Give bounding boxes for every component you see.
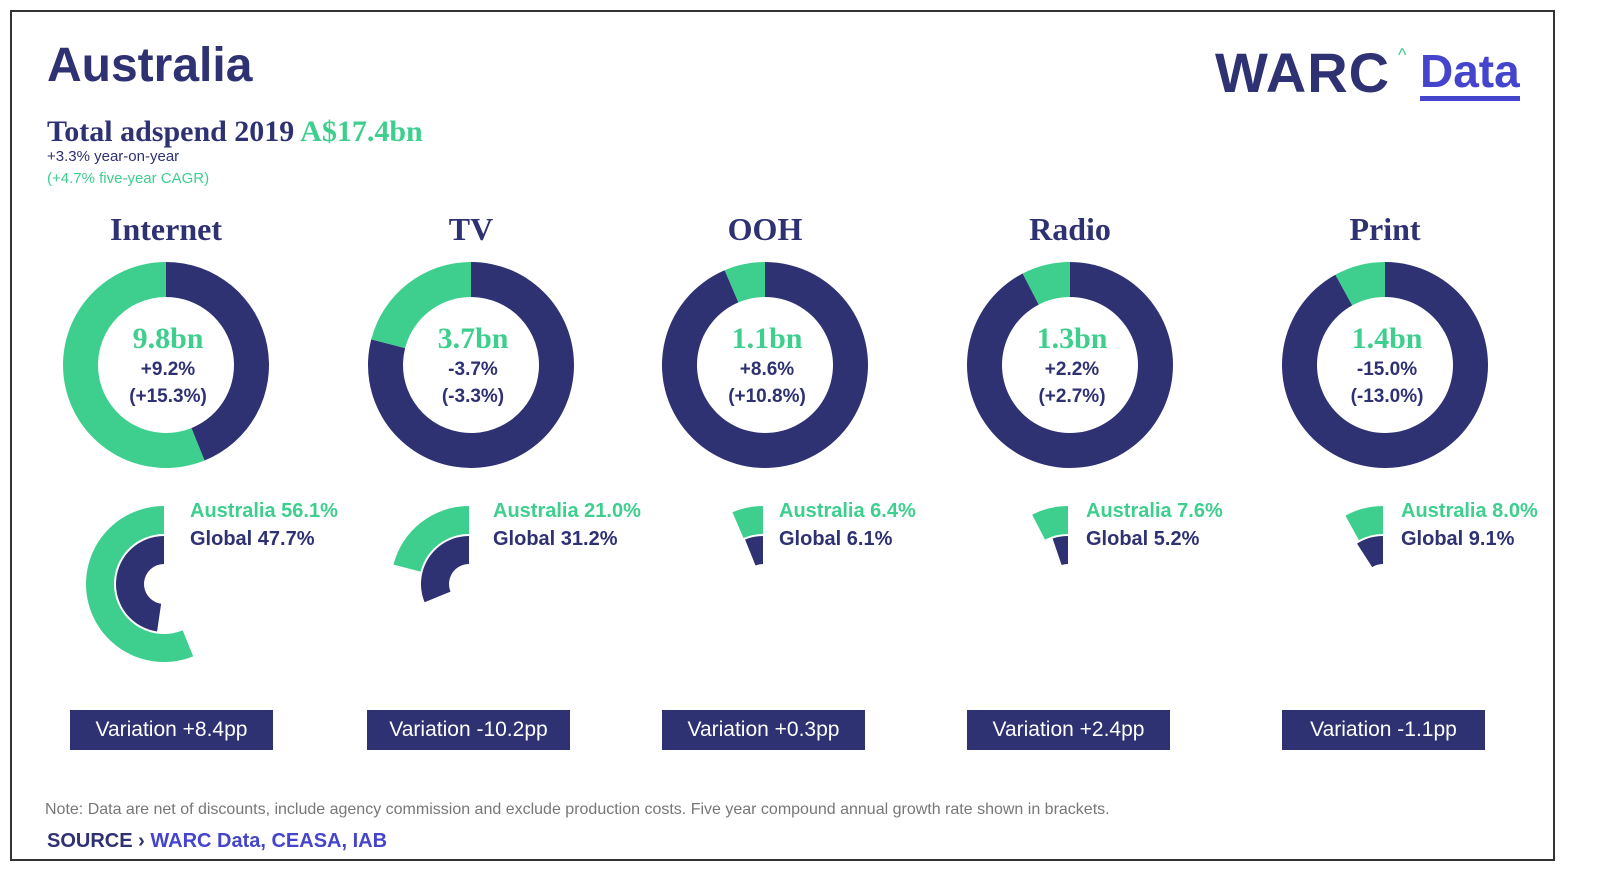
center-value-internet: 9.8bn: [133, 322, 204, 355]
category-title-tv: TV: [449, 211, 493, 247]
variation-badge-ooh: Variation +0.3pp: [662, 710, 865, 750]
center-cagr-print: (-13.0%): [1351, 386, 1424, 407]
donut-share-internet: [63, 262, 205, 468]
source-line: SOURCE › WARC Data, CEASA, IAB: [47, 830, 387, 853]
category-title-internet: Internet: [110, 211, 222, 247]
center-cagr-internet: (+15.3%): [129, 386, 207, 407]
arc-global-radio: [1052, 536, 1068, 566]
total-adspend-label: Total adspend 2019: [47, 115, 295, 148]
footnote: Note: Data are net of discounts, include…: [45, 801, 1110, 818]
center-yoy-print: -15.0%: [1357, 359, 1417, 380]
donut-share-tv: [371, 262, 471, 349]
center-yoy-ooh: +8.6%: [740, 359, 795, 380]
variation-badge-radio: Variation +2.4pp: [967, 710, 1170, 750]
center-value-radio: 1.3bn: [1037, 322, 1108, 355]
arc-australia-radio: [1032, 506, 1068, 540]
arc-global-internet: [116, 536, 164, 632]
total-adspend-amount: A$17.4bn: [300, 115, 423, 148]
donut-share-radio: [1022, 262, 1070, 305]
arc-australia-tv: [393, 506, 469, 572]
center-yoy-radio: +2.2%: [1045, 359, 1100, 380]
media-group-print: Print 1.4bn -15.0% (-13.0%) Australia 8.0% Gl…: [1282, 211, 1538, 568]
donut-share-print: [1335, 262, 1385, 306]
legend-global-internet: Global 47.7%: [190, 528, 315, 550]
variation-badge-internet: Variation +8.4pp: [70, 710, 273, 750]
donut-rest-tv: [368, 262, 574, 469]
logo-data-text: Data: [1420, 48, 1520, 101]
media-group-internet: Internet 9.8bn +9.2% (+15.3%) Australia 56.1…: [63, 211, 338, 662]
source-value: WARC Data, CEASA, IAB: [150, 830, 388, 852]
variation-badge-tv: Variation -10.2pp: [367, 710, 570, 750]
category-title-ooh: OOH: [728, 211, 803, 247]
donut-share-ooh: [724, 262, 765, 303]
page-title: Australia: [47, 39, 253, 92]
center-cagr-tv: (-3.3%): [442, 386, 504, 407]
legend-australia-print: Australia 8.0%: [1401, 500, 1538, 522]
legend-global-print: Global 9.1%: [1401, 528, 1515, 550]
arc-australia-print: [1345, 506, 1383, 541]
legend-global-radio: Global 5.2%: [1086, 528, 1200, 550]
arc-global-print: [1357, 536, 1383, 568]
source-label: SOURCE ›: [47, 830, 145, 852]
variation-badge-print: Variation -1.1pp: [1282, 710, 1485, 750]
infographic-frame: [10, 10, 1555, 861]
logo-caret-icon: ^: [1398, 45, 1407, 65]
center-value-tv: 3.7bn: [438, 322, 509, 355]
legend-australia-tv: Australia 21.0%: [493, 500, 641, 522]
donut-rest-ooh: [662, 262, 869, 469]
category-title-radio: Radio: [1029, 211, 1111, 247]
arc-australia-internet: [85, 506, 194, 662]
center-value-ooh: 1.1bn: [732, 322, 803, 355]
donut-rest-radio: [967, 262, 1174, 468]
media-group-tv: TV 3.7bn -3.7% (-3.3%) Australia 21.0% Global…: [368, 211, 641, 603]
legend-global-tv: Global 31.2%: [493, 528, 618, 550]
arc-global-ooh: [745, 536, 763, 566]
legend-global-ooh: Global 6.1%: [779, 528, 893, 550]
yoy-growth: +3.3% year-on-year: [47, 148, 180, 165]
arc-global-tv: [421, 536, 469, 603]
category-title-print: Print: [1349, 211, 1420, 247]
center-cagr-ooh: (+10.8%): [728, 386, 806, 407]
donut-rest-print: [1282, 262, 1488, 468]
logo-warc-text: WARC: [1215, 41, 1391, 104]
media-group-radio: Radio 1.3bn +2.2% (+2.7%) Australia 7.6% Glob…: [967, 211, 1223, 566]
arc-australia-ooh: [732, 506, 763, 538]
legend-australia-radio: Australia 7.6%: [1086, 500, 1223, 522]
center-yoy-internet: +9.2%: [141, 359, 196, 380]
legend-australia-ooh: Australia 6.4%: [779, 500, 916, 522]
center-value-print: 1.4bn: [1352, 322, 1423, 355]
center-cagr-radio: (+2.7%): [1038, 386, 1105, 407]
center-yoy-tv: -3.7%: [448, 359, 498, 380]
five-year-cagr: (+4.7% five-year CAGR): [47, 170, 210, 187]
donut-rest-internet: [166, 262, 270, 461]
total-adspend-heading: Total adspend 2019 A$17.4bn: [47, 115, 423, 149]
legend-australia-internet: Australia 56.1%: [190, 500, 338, 522]
media-group-ooh: OOH 1.1bn +8.6% (+10.8%) Australia 6.4% Globa…: [662, 211, 916, 566]
